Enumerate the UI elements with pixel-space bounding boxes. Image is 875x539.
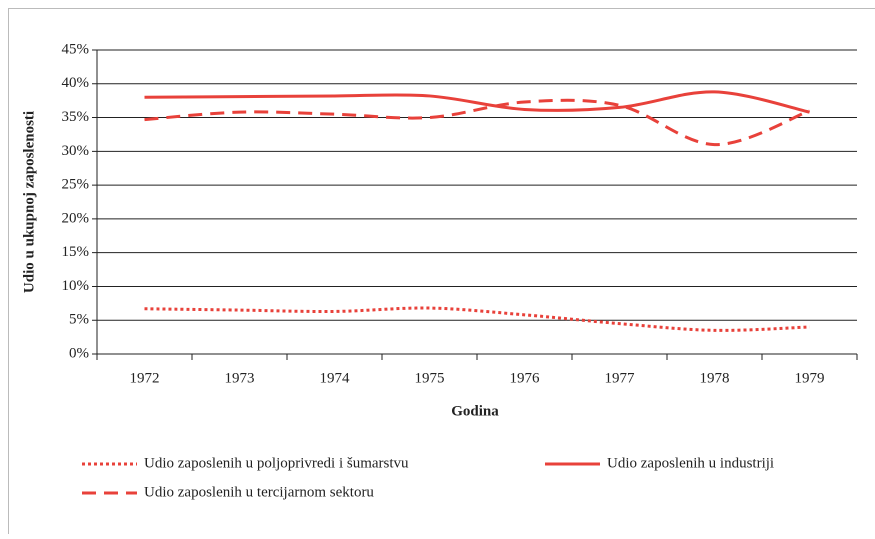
line-series [145, 100, 810, 144]
legend-label: Udio zaposlenih u poljoprivredi i šumars… [144, 455, 409, 471]
y-tick-label: 10% [62, 278, 90, 294]
x-tick-label: 1974 [320, 370, 351, 386]
legend-label: Udio zaposlenih u industriji [607, 455, 774, 471]
line-series [145, 308, 810, 330]
y-tick-label: 0% [69, 345, 89, 361]
x-tick-label: 1977 [605, 370, 636, 386]
y-tick-label: 20% [62, 210, 90, 226]
x-tick-label: 1972 [130, 370, 160, 386]
x-tick-label: 1978 [700, 370, 730, 386]
y-tick-label: 45% [62, 41, 90, 57]
x-tick-label: 1976 [510, 370, 541, 386]
y-tick-label: 30% [62, 143, 90, 159]
legend-label: Udio zaposlenih u tercijarnom sektoru [144, 484, 374, 500]
x-tick-label: 1975 [415, 370, 445, 386]
y-tick-label: 15% [62, 244, 90, 260]
y-tick-label: 5% [69, 312, 89, 328]
y-tick-label: 40% [62, 75, 90, 91]
x-tick-label: 1973 [225, 370, 255, 386]
y-tick-label: 35% [62, 109, 90, 125]
y-axis-label: Udio u ukupnoj zaposlenosti [21, 111, 37, 293]
x-axis-label: Godina [451, 403, 499, 419]
y-tick-label: 25% [62, 177, 90, 193]
x-tick-label: 1979 [795, 370, 825, 386]
